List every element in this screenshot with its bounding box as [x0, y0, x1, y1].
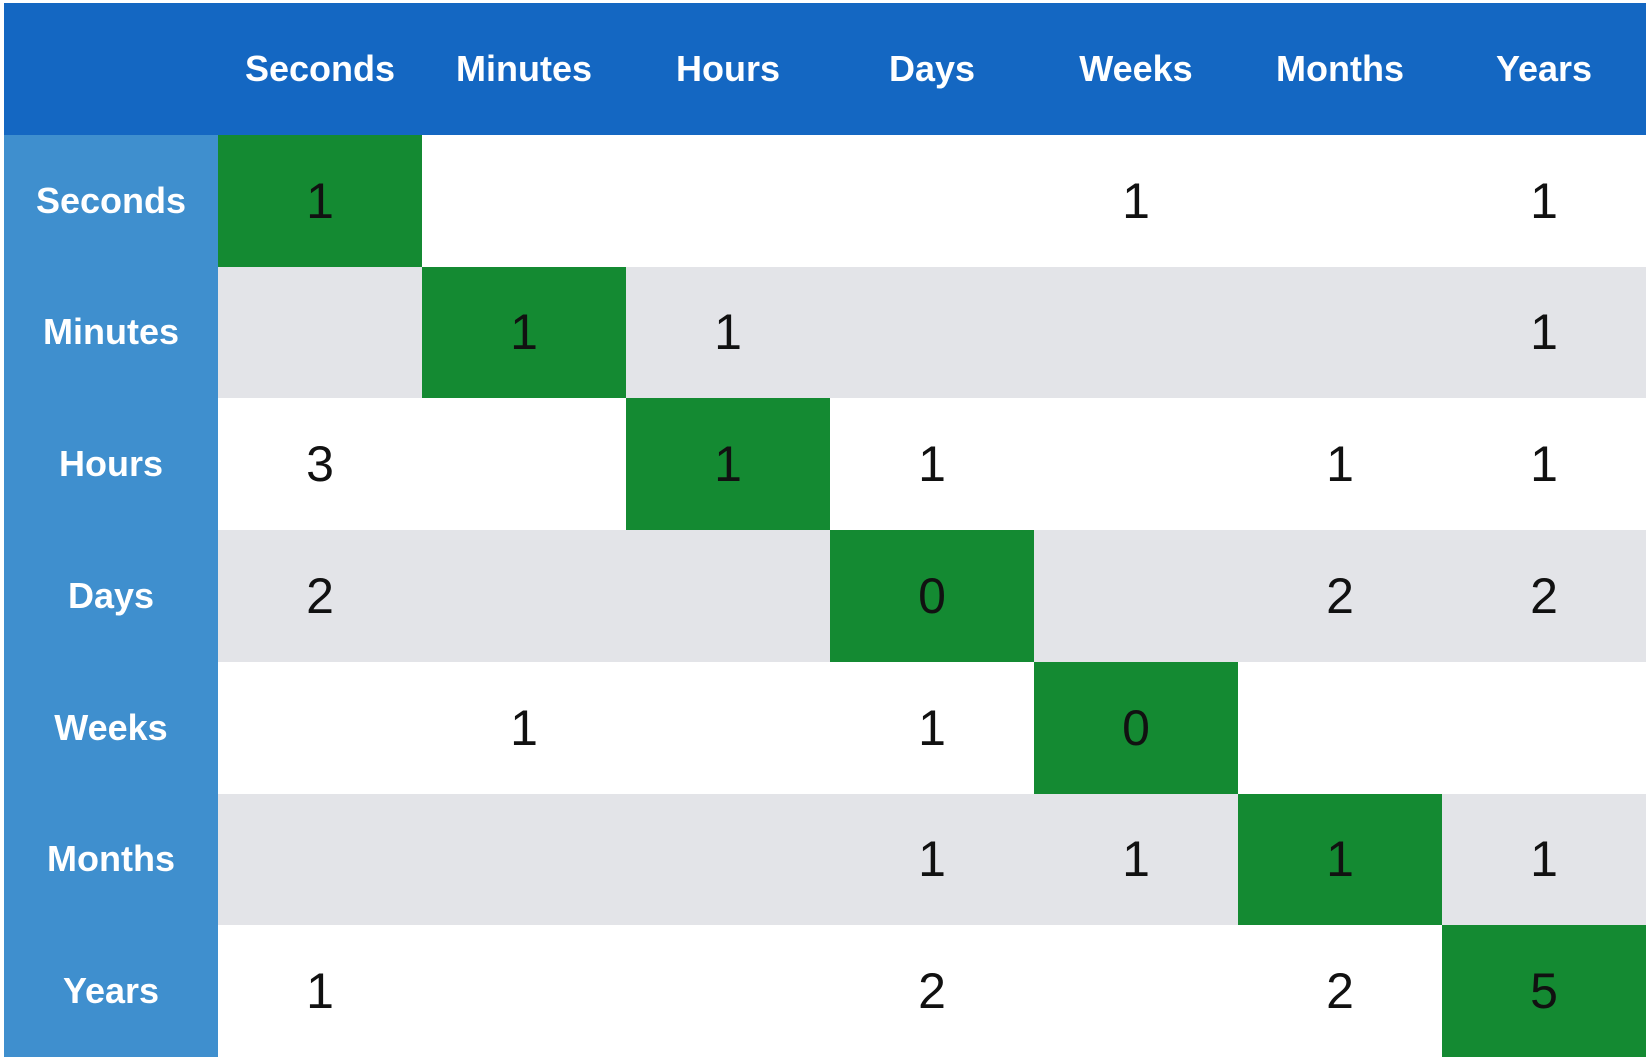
matrix-cell-seconds-minutes [422, 134, 626, 267]
matrix-cell-minutes-days [830, 266, 1034, 399]
matrix-cell-seconds-weeks: 1 [1034, 134, 1238, 267]
row-header-years: Years [4, 925, 218, 1057]
column-header-years: Years [1442, 3, 1646, 135]
column-header-hours: Hours [626, 3, 830, 135]
matrix-cell-days-hours [626, 530, 830, 662]
matrix-cell-minutes-months [1238, 266, 1442, 399]
row-header-days: Days [4, 530, 218, 662]
matrix-cell-hours-minutes [422, 398, 626, 530]
matrix-cell-minutes-minutes: 1 [422, 266, 626, 399]
matrix-cell-months-hours [626, 793, 830, 926]
row-header-hours: Hours [4, 398, 218, 530]
matrix-cell-seconds-days [830, 134, 1034, 267]
matrix-cell-seconds-months [1238, 134, 1442, 267]
matrix-cell-days-days: 0 [830, 530, 1034, 662]
matrix-cell-minutes-seconds [218, 266, 422, 399]
matrix-cell-weeks-hours [626, 661, 830, 794]
row-header-weeks: Weeks [4, 661, 218, 794]
matrix-cell-years-minutes [422, 925, 626, 1057]
matrix-cell-months-minutes [422, 793, 626, 926]
matrix-cell-months-weeks: 1 [1034, 793, 1238, 926]
confusion-matrix: Seconds Minutes Hours Days Weeks Months Years S… [4, 3, 1646, 1057]
row-header-months: Months [4, 793, 218, 926]
matrix-cell-days-months: 2 [1238, 530, 1442, 662]
column-header-weeks: Weeks [1034, 3, 1238, 135]
matrix-cell-weeks-seconds [218, 661, 422, 794]
matrix-cell-minutes-years: 1 [1442, 266, 1646, 399]
column-header-months: Months [1238, 3, 1442, 135]
column-header-minutes: Minutes [422, 3, 626, 135]
matrix-cell-years-days: 2 [830, 925, 1034, 1057]
matrix-cell-years-years: 5 [1442, 925, 1646, 1057]
matrix-cell-hours-years: 1 [1442, 398, 1646, 530]
matrix-cell-hours-days: 1 [830, 398, 1034, 530]
corner-cell [4, 3, 218, 135]
matrix-cell-years-weeks [1034, 925, 1238, 1057]
row-header-minutes: Minutes [4, 266, 218, 399]
matrix-cell-years-seconds: 1 [218, 925, 422, 1057]
matrix-cell-months-seconds [218, 793, 422, 926]
matrix-cell-minutes-weeks [1034, 266, 1238, 399]
matrix-cell-days-years: 2 [1442, 530, 1646, 662]
matrix-cell-minutes-hours: 1 [626, 266, 830, 399]
matrix-cell-hours-seconds: 3 [218, 398, 422, 530]
matrix-cell-years-hours [626, 925, 830, 1057]
matrix-cell-seconds-years: 1 [1442, 134, 1646, 267]
matrix-cell-hours-weeks [1034, 398, 1238, 530]
matrix-cell-days-seconds: 2 [218, 530, 422, 662]
matrix-cell-weeks-days: 1 [830, 661, 1034, 794]
matrix-cell-weeks-weeks: 0 [1034, 661, 1238, 794]
matrix-cell-weeks-months [1238, 661, 1442, 794]
matrix-cell-weeks-minutes: 1 [422, 661, 626, 794]
matrix-cell-hours-months: 1 [1238, 398, 1442, 530]
matrix-cell-days-weeks [1034, 530, 1238, 662]
matrix-cell-months-years: 1 [1442, 793, 1646, 926]
column-header-days: Days [830, 3, 1034, 135]
row-header-seconds: Seconds [4, 134, 218, 267]
matrix-cell-seconds-seconds: 1 [218, 134, 422, 267]
matrix-cell-years-months: 2 [1238, 925, 1442, 1057]
matrix-cell-days-minutes [422, 530, 626, 662]
matrix-cell-months-months: 1 [1238, 793, 1442, 926]
matrix-cell-hours-hours: 1 [626, 398, 830, 530]
matrix-cell-months-days: 1 [830, 793, 1034, 926]
matrix-cell-weeks-years [1442, 661, 1646, 794]
column-header-seconds: Seconds [218, 3, 422, 135]
matrix-cell-seconds-hours [626, 134, 830, 267]
